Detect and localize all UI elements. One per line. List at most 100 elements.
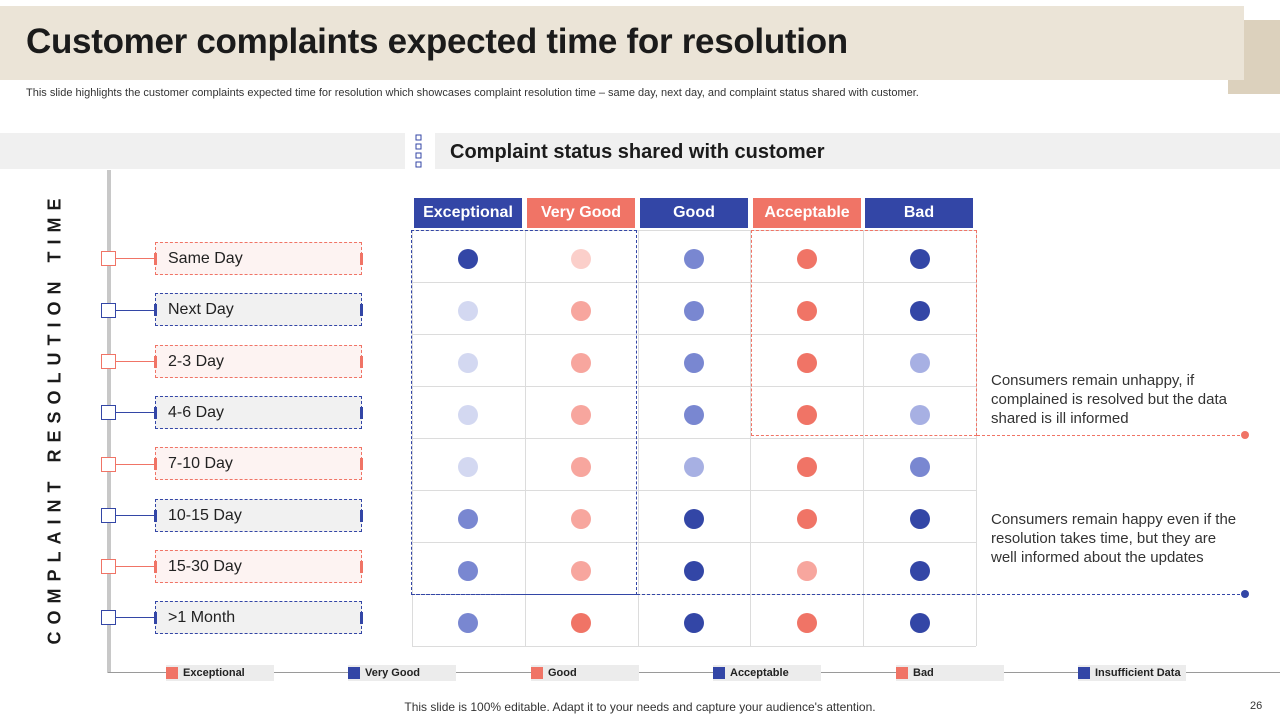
- legend-item: Good: [531, 665, 639, 681]
- row-connector: [116, 310, 156, 311]
- legend-item: Insufficient Data: [1078, 665, 1186, 681]
- status-dot: [571, 405, 591, 425]
- row-label-text: 7-10 Day: [168, 455, 233, 472]
- status-dot: [458, 301, 478, 321]
- title-band: [0, 6, 1244, 80]
- column-header: Acceptable: [753, 198, 861, 228]
- row-label-text: 10-15 Day: [168, 507, 242, 524]
- legend-label: Exceptional: [183, 667, 245, 679]
- drag-handle-icon: [415, 134, 422, 168]
- status-dot: [571, 509, 591, 529]
- status-dot: [684, 613, 704, 633]
- legend-item: Exceptional: [166, 665, 274, 681]
- status-dot: [684, 353, 704, 373]
- status-dot: [910, 613, 930, 633]
- row-label-text: >1 Month: [168, 609, 236, 626]
- status-dot: [797, 249, 817, 269]
- row-connector: [116, 361, 156, 362]
- row-connector: [116, 464, 156, 465]
- status-dot: [797, 509, 817, 529]
- grid-hline: [412, 334, 976, 335]
- status-dot: [684, 249, 704, 269]
- status-dot: [571, 613, 591, 633]
- row-label-text: 4-6 Day: [168, 404, 225, 421]
- status-dot: [910, 405, 930, 425]
- row-checkbox[interactable]: [101, 251, 116, 266]
- status-dot: [797, 613, 817, 633]
- status-dot: [797, 353, 817, 373]
- legend-label: Good: [548, 667, 577, 679]
- note-happy-marker: [1241, 590, 1249, 598]
- status-dot: [684, 509, 704, 529]
- column-header: Good: [640, 198, 748, 228]
- status-dot: [910, 561, 930, 581]
- row-checkbox[interactable]: [101, 610, 116, 625]
- status-matrix: [412, 230, 977, 647]
- status-dot: [684, 561, 704, 581]
- status-dot: [571, 561, 591, 581]
- row-label: 2-3 Day: [154, 345, 363, 378]
- row-label: 7-10 Day: [154, 447, 363, 480]
- legend-swatch: [896, 667, 908, 679]
- page-number: 26: [1250, 700, 1263, 712]
- status-dot: [571, 249, 591, 269]
- legend-label: Insufficient Data: [1095, 667, 1181, 679]
- status-dot: [458, 561, 478, 581]
- row-connector: [116, 617, 156, 618]
- status-dot: [797, 561, 817, 581]
- status-dot: [684, 405, 704, 425]
- page-title: Customer complaints expected time for re…: [26, 22, 848, 61]
- grid-hline: [412, 542, 976, 543]
- row-label: >1 Month: [154, 601, 363, 634]
- vertical-axis-bar: [107, 170, 111, 673]
- status-dot: [910, 509, 930, 529]
- legend-item: Very Good: [348, 665, 456, 681]
- status-dot: [910, 249, 930, 269]
- legend-label: Very Good: [365, 667, 421, 679]
- section-band: [0, 133, 1280, 169]
- legend-swatch: [531, 667, 543, 679]
- status-dot: [571, 353, 591, 373]
- status-dot: [797, 301, 817, 321]
- status-dot: [571, 457, 591, 477]
- row-label: Next Day: [154, 293, 363, 326]
- row-checkbox[interactable]: [101, 508, 116, 523]
- footer-text: This slide is 100% editable. Adapt it to…: [404, 700, 876, 714]
- legend-swatch: [713, 667, 725, 679]
- row-connector: [116, 258, 156, 259]
- note-unhappy-connector: [977, 435, 1245, 436]
- grid-hline: [412, 282, 976, 283]
- status-dot: [458, 457, 478, 477]
- note-happy: Consumers remain happy even if the resol…: [991, 511, 1237, 566]
- legend-item: Acceptable: [713, 665, 821, 681]
- row-label: 10-15 Day: [154, 499, 363, 532]
- row-checkbox[interactable]: [101, 559, 116, 574]
- row-label-text: Same Day: [168, 250, 243, 267]
- row-checkbox[interactable]: [101, 457, 116, 472]
- column-header: Exceptional: [414, 198, 522, 228]
- column-header: Bad: [865, 198, 973, 228]
- legend-swatch: [348, 667, 360, 679]
- legend-swatch: [166, 667, 178, 679]
- row-label-text: 15-30 Day: [168, 558, 242, 575]
- row-checkbox[interactable]: [101, 303, 116, 318]
- section-band-gap: [405, 133, 435, 169]
- row-checkbox[interactable]: [101, 405, 116, 420]
- row-checkbox[interactable]: [101, 354, 116, 369]
- note-unhappy: Consumers remain unhappy, if complained …: [991, 372, 1227, 427]
- legend-item: Bad: [896, 665, 1004, 681]
- bottom-rule: [108, 672, 1280, 673]
- row-connector: [116, 412, 156, 413]
- status-dot: [458, 353, 478, 373]
- status-dot: [458, 249, 478, 269]
- status-dot: [458, 613, 478, 633]
- status-dot: [910, 301, 930, 321]
- status-dot: [458, 509, 478, 529]
- highlight-ill-informed: [751, 230, 977, 436]
- column-header: Very Good: [527, 198, 635, 228]
- row-label: 15-30 Day: [154, 550, 363, 583]
- highlight-well-informed: [411, 230, 637, 595]
- row-label: 4-6 Day: [154, 396, 363, 429]
- vertical-axis-label: COMPLAINT RESOLUTION TIME: [44, 191, 65, 645]
- note-happy-connector: [412, 594, 1245, 595]
